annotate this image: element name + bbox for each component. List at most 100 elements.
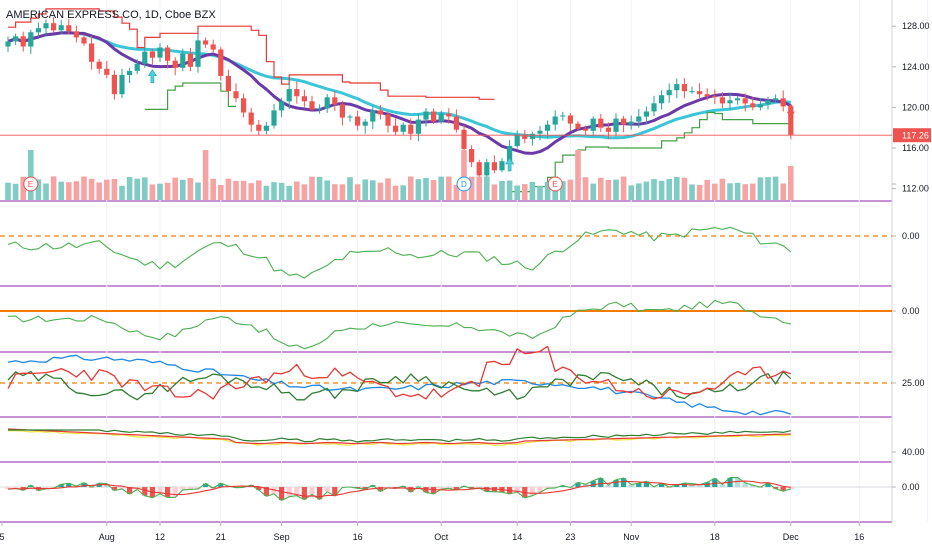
di-minus-line [7,354,792,416]
candle-body [697,91,703,95]
volume-bar [195,182,201,200]
volume-bar [28,150,34,200]
volume-bar [727,183,733,200]
histogram-bar [81,482,87,487]
indicator-slow-line [7,428,791,445]
candle-body [218,49,224,76]
volume-bar [324,180,330,200]
candle-body [621,118,627,125]
histogram-bar [263,487,269,496]
candle-body [681,84,687,92]
histogram-bar [180,487,186,490]
candle-body [613,118,619,132]
x-tick-label: Sep [274,532,290,542]
candle-body [651,103,657,112]
histogram-bar [324,487,330,492]
candle-body [431,111,437,122]
event-marker [547,176,563,192]
volume-bar [202,150,209,200]
candle-body [263,125,269,131]
histogram-bar [643,481,649,487]
histogram-bar [104,483,110,487]
histogram-bar [286,487,292,497]
candle-body [659,95,665,104]
histogram-bar [377,487,383,492]
volume-bar [400,185,406,200]
volume-bar [780,183,786,200]
candle-body [742,98,748,104]
volume-bar [301,184,308,200]
histogram-bar [621,478,627,487]
volume-bar [354,184,361,200]
volume-bar [742,184,748,200]
volume-bar [157,183,163,200]
volume-bar [339,184,346,200]
x-tick-label: 12 [155,532,165,542]
histogram-bar [294,487,300,496]
candle-body [522,134,528,139]
candle-body [370,110,376,122]
volume-bar [529,181,536,200]
trailing-stop-support-line [509,111,791,193]
volume-bar [750,183,756,200]
histogram-bar [111,487,117,491]
volume-bar [5,182,11,200]
x-tick-label: 16 [854,532,864,542]
volume-bar [704,179,710,200]
candle-body [575,123,581,129]
histogram-bar [28,485,34,487]
histogram-bar [157,487,163,494]
candle-body [81,37,87,44]
candle-body [5,41,11,47]
histogram-bar [423,487,429,493]
indicator-level-label: 40.00 [902,447,925,457]
histogram-bar [735,477,741,487]
candle-body [142,51,148,64]
di-plus-line [7,370,792,401]
candle-body [788,106,794,135]
candle-body [149,51,155,58]
candle-body [377,110,383,115]
volume-bar [658,180,665,200]
volume-bar [461,150,467,200]
buy-signal-arrow-icon [505,157,515,172]
volume-bar [88,178,95,200]
volume-bar [271,182,277,200]
volume-bar [681,177,688,200]
histogram-bar [43,487,49,489]
candle-body [157,47,163,58]
candle-body [195,40,201,67]
event-marker-label: E [28,180,33,189]
candle-body [119,74,125,95]
volume-bar [66,182,72,200]
histogram-bar [58,484,64,487]
histogram-bar [453,487,459,490]
volume-bar [582,177,589,200]
histogram-bar [628,484,634,487]
histogram-bar [537,487,543,492]
histogram-bar [13,487,19,489]
volume-bar [104,179,110,200]
candle-body [689,91,695,93]
candle-body [476,162,482,176]
candle-body [271,110,277,126]
volume-bar [385,178,391,200]
histogram-bar [127,487,133,494]
volume-bar [149,184,156,200]
volume-bar [491,184,498,200]
histogram-bar [484,487,490,492]
histogram-bar [605,485,611,487]
candle-body [636,116,642,122]
histogram-bar [195,487,201,489]
volume-bar [506,180,513,200]
candle-body [438,113,444,122]
candle-body [567,115,573,124]
candle-body [58,25,64,31]
candle-body [309,101,315,110]
histogram-bar [446,487,452,489]
candle-body [332,97,338,105]
histogram-momentum-line [7,477,791,501]
candle-body [529,133,535,139]
volume-bar [35,179,42,200]
